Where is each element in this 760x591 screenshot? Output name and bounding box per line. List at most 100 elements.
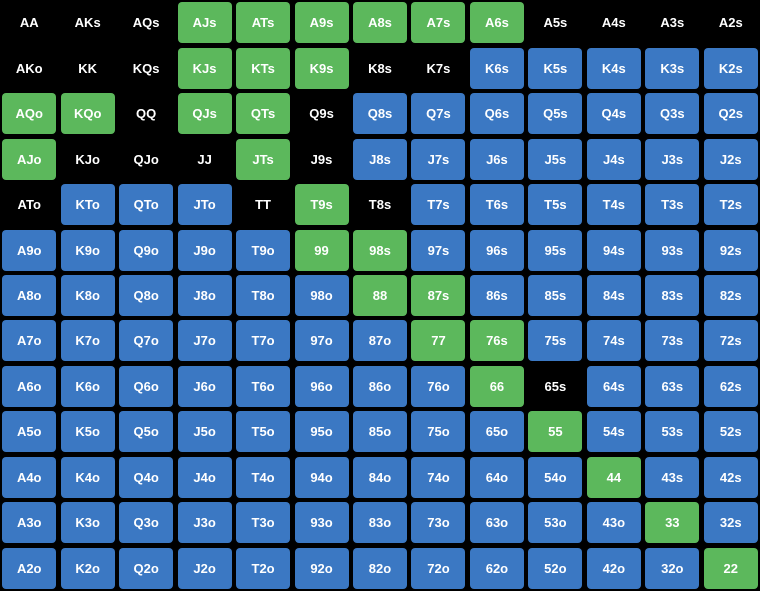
hand-cell: T5o bbox=[236, 411, 291, 453]
hand-cell: 85s bbox=[528, 275, 583, 316]
hand-cell: JJ bbox=[177, 138, 232, 180]
hand-cell: KJo bbox=[60, 138, 115, 180]
hand-cell: T8o bbox=[236, 275, 291, 316]
hand-cell: 82o bbox=[353, 547, 407, 589]
hand-cell: A4s bbox=[586, 2, 641, 44]
hand-cell: A3s bbox=[645, 2, 700, 44]
hand-cell: 99 bbox=[294, 229, 349, 271]
hand-cell: T8s bbox=[353, 184, 407, 226]
hand-cell: AA bbox=[2, 2, 57, 44]
hand-cell: 94o bbox=[294, 456, 349, 498]
hand-cell: 94s bbox=[586, 229, 641, 271]
hand-cell: 53s bbox=[645, 411, 700, 453]
hand-cell: J2s bbox=[703, 138, 758, 180]
hand-cell: T5s bbox=[528, 184, 583, 226]
hand-cell: 98o bbox=[294, 275, 349, 316]
hand-cell: 76o bbox=[411, 365, 466, 407]
hand-cell: 98s bbox=[353, 229, 407, 271]
hand-cell: 72o bbox=[411, 547, 466, 589]
hand-cell: Q3o bbox=[119, 502, 174, 544]
hand-cell: 76s bbox=[469, 320, 524, 362]
hand-cell: Q2s bbox=[703, 93, 758, 135]
hand-cell: A5o bbox=[2, 411, 57, 453]
hand-cell: 86o bbox=[353, 365, 407, 407]
hand-cell: Q5o bbox=[119, 411, 174, 453]
hand-cell: 65s bbox=[528, 365, 583, 407]
hand-cell: T7o bbox=[236, 320, 291, 362]
hand-cell: 73s bbox=[645, 320, 700, 362]
hand-cell: 83o bbox=[353, 502, 407, 544]
hand-cell: K5o bbox=[60, 411, 115, 453]
hand-cell: QJo bbox=[119, 138, 174, 180]
hand-cell: 84s bbox=[586, 275, 641, 316]
hand-cell: Q3s bbox=[645, 93, 700, 135]
hand-cell: 64o bbox=[469, 456, 524, 498]
hand-cell: A7o bbox=[2, 320, 57, 362]
hand-cell: Q7s bbox=[411, 93, 466, 135]
hand-cell: 87o bbox=[353, 320, 407, 362]
hand-cell: J6s bbox=[469, 138, 524, 180]
hand-cell: 44 bbox=[586, 456, 641, 498]
hand-cell: J5o bbox=[177, 411, 232, 453]
hand-cell: A9s bbox=[294, 2, 349, 44]
hand-cell: K7o bbox=[60, 320, 115, 362]
hand-cell: AJs bbox=[177, 2, 232, 44]
hand-cell: J3o bbox=[177, 502, 232, 544]
hand-cell: 93o bbox=[294, 502, 349, 544]
hand-cell: A8s bbox=[353, 2, 407, 44]
hand-cell: K4o bbox=[60, 456, 115, 498]
hand-cell: 33 bbox=[645, 502, 700, 544]
hand-cell: A2o bbox=[2, 547, 57, 589]
hand-cell: 62s bbox=[703, 365, 758, 407]
hand-cell: 92o bbox=[294, 547, 349, 589]
hand-cell: T9o bbox=[236, 229, 291, 271]
hand-cell: J4o bbox=[177, 456, 232, 498]
hand-cell: Q6s bbox=[469, 93, 524, 135]
hand-cell: T3s bbox=[645, 184, 700, 226]
hand-cell: K8s bbox=[353, 47, 407, 89]
hand-cell: KQs bbox=[119, 47, 174, 89]
hand-cell: Q6o bbox=[119, 365, 174, 407]
hand-cell: 54o bbox=[528, 456, 583, 498]
hand-cell: QTo bbox=[119, 184, 174, 226]
hand-cell: KTs bbox=[236, 47, 291, 89]
hand-cell: K9o bbox=[60, 229, 115, 271]
hand-cell: 62o bbox=[469, 547, 524, 589]
hand-cell: K3s bbox=[645, 47, 700, 89]
hand-cell: K2o bbox=[60, 547, 115, 589]
hand-cell: K8o bbox=[60, 275, 115, 316]
hand-cell: J9s bbox=[294, 138, 349, 180]
hand-cell: 95s bbox=[528, 229, 583, 271]
hand-cell: Q8s bbox=[353, 93, 407, 135]
hand-cell: AQs bbox=[119, 2, 174, 44]
hand-cell: 53o bbox=[528, 502, 583, 544]
hand-cell: 42o bbox=[586, 547, 641, 589]
hand-cell: 96o bbox=[294, 365, 349, 407]
hand-cell: 22 bbox=[703, 547, 758, 589]
hand-cell: QQ bbox=[119, 93, 174, 135]
hand-cell: 74s bbox=[586, 320, 641, 362]
hand-cell: 52s bbox=[703, 411, 758, 453]
hand-cell: 54s bbox=[586, 411, 641, 453]
hand-cell: 64s bbox=[586, 365, 641, 407]
hand-cell: QJs bbox=[177, 93, 232, 135]
hand-cell: 42s bbox=[703, 456, 758, 498]
hand-cell: 65o bbox=[469, 411, 524, 453]
hand-cell: 63s bbox=[645, 365, 700, 407]
hand-cell: Q5s bbox=[528, 93, 583, 135]
hand-cell: Q4s bbox=[586, 93, 641, 135]
hand-cell: 83s bbox=[645, 275, 700, 316]
hand-cell: A9o bbox=[2, 229, 57, 271]
hand-cell: KJs bbox=[177, 47, 232, 89]
hand-cell: AJo bbox=[2, 138, 57, 180]
hand-cell: T6o bbox=[236, 365, 291, 407]
hand-cell: A7s bbox=[411, 2, 466, 44]
hand-cell: 75s bbox=[528, 320, 583, 362]
hand-cell: 92s bbox=[703, 229, 758, 271]
hand-cell: 32o bbox=[645, 547, 700, 589]
hand-cell: 97o bbox=[294, 320, 349, 362]
hand-cell: K5s bbox=[528, 47, 583, 89]
hand-cell: ATs bbox=[236, 2, 291, 44]
hand-cell: AKs bbox=[60, 2, 115, 44]
hand-cell: A6o bbox=[2, 365, 57, 407]
